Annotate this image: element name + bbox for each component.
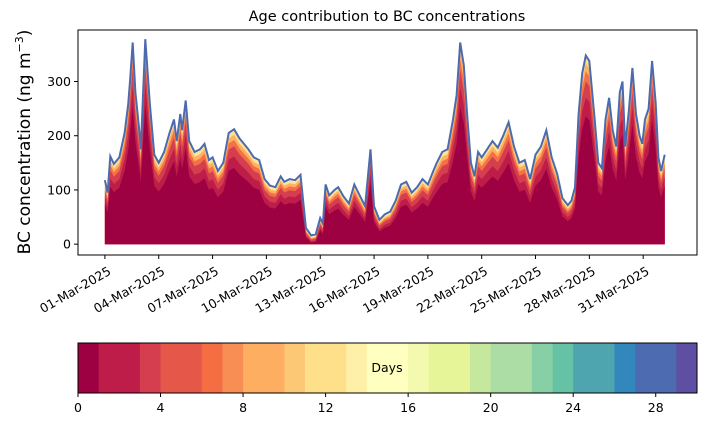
colorbar-tick-label: 8	[239, 400, 247, 415]
colorbar-tick-label: 16	[400, 400, 416, 415]
colorbar-cell	[614, 343, 636, 393]
colorbar-cell	[449, 343, 471, 393]
age-contribution-areas	[104, 40, 665, 245]
plot-area	[103, 39, 666, 245]
colorbar-cell	[222, 343, 244, 393]
colorbar-frame	[77, 342, 698, 394]
colorbar-cell	[531, 343, 553, 393]
colorbar-ticks: 0 4 8 12 16 20 24 28	[74, 393, 664, 415]
colorbar-cell	[490, 343, 512, 393]
colorbar-cells	[78, 343, 698, 393]
colorbar-tick-label: 20	[483, 400, 499, 415]
colorbar-cell	[284, 343, 306, 393]
colorbar-cell	[387, 343, 409, 393]
colorbar-cell	[139, 343, 161, 393]
colorbar-cell	[243, 343, 265, 393]
y-axis: 0 100 200 300	[47, 74, 78, 252]
y-tick-label: 300	[47, 74, 71, 89]
colorbar-cell	[655, 343, 677, 393]
y-tick-label: 0	[63, 237, 71, 252]
colorbar-cell	[676, 343, 698, 393]
colorbar-cell	[346, 343, 368, 393]
colorbar-cell	[201, 343, 223, 393]
colorbar-cell	[593, 343, 615, 393]
colorbar-cell	[119, 343, 141, 393]
colorbar-cell	[263, 343, 285, 393]
colorbar-tick-label: 24	[565, 400, 581, 415]
colorbar-cell	[366, 343, 388, 393]
colorbar: Days 0 4 8 12 16 20 24 28	[74, 342, 698, 415]
colorbar-cell	[325, 343, 347, 393]
colorbar-tick-label: 12	[318, 400, 334, 415]
colorbar-label: Days	[371, 360, 402, 375]
colorbar-cell	[78, 343, 100, 393]
colorbar-tick-label: 4	[157, 400, 165, 415]
plot-frame	[77, 29, 698, 256]
colorbar-cell	[408, 343, 430, 393]
colorbar-cell	[181, 343, 203, 393]
y-tick-label: 100	[47, 182, 71, 197]
colorbar-cell	[635, 343, 657, 393]
colorbar-cell	[470, 343, 492, 393]
y-axis-label-unit: −3	[13, 36, 26, 52]
age-area-layer-5	[104, 105, 665, 245]
colorbar-cell	[98, 343, 120, 393]
colorbar-cell	[511, 343, 533, 393]
y-axis-label-main: BC concentration (ng m	[15, 52, 35, 254]
colorbar-tick-label: 0	[74, 400, 82, 415]
y-tick-label: 200	[47, 128, 71, 143]
y-axis-label-close: )	[15, 30, 35, 37]
y-axis-label: BC concentration (ng m−3)	[13, 30, 35, 255]
total-concentration-line	[103, 39, 666, 237]
colorbar-cell	[304, 343, 326, 393]
colorbar-tick-label: 28	[648, 400, 664, 415]
x-axis: 01-Mar-202504-Mar-202507-Mar-202510-Mar-…	[37, 255, 652, 316]
chart-title: Age contribution to BC concentrations	[249, 9, 526, 25]
colorbar-cell	[428, 343, 450, 393]
colorbar-cell	[573, 343, 595, 393]
colorbar-cell	[160, 343, 182, 393]
colorbar-cell	[552, 343, 574, 393]
